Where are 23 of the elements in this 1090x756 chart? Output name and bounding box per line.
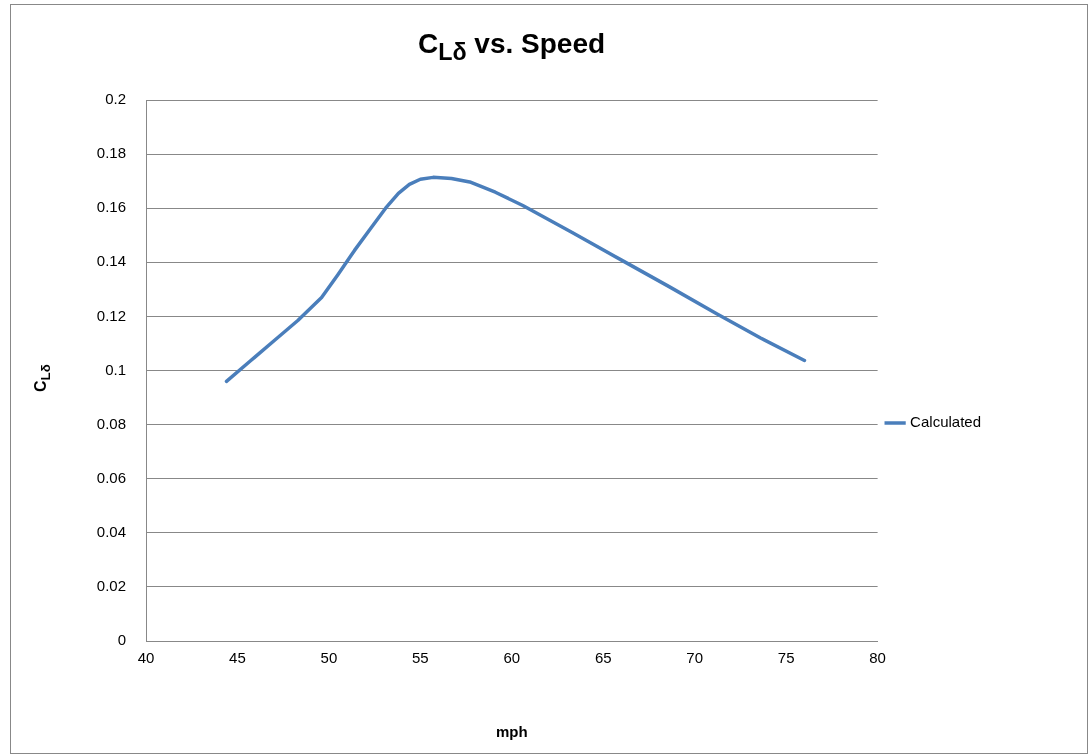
x-axis-title: mph: [495, 723, 528, 741]
x-tick-label: 55: [412, 649, 429, 667]
y-tick-label: 0.14: [96, 252, 126, 270]
x-tick-label: 80: [869, 649, 886, 667]
y-tick-label: 0.16: [96, 198, 126, 216]
x-tick-label: 65: [594, 649, 612, 667]
x-tick-label: 75: [777, 649, 795, 667]
x-tick-label: 50: [320, 649, 338, 667]
y-tick-label: 0.12: [96, 306, 126, 324]
y-tick-label: 0.06: [96, 468, 126, 486]
y-tick-label: 0: [117, 631, 126, 649]
chart-title: C$_{L}$$_{δ}$ vs. Speed: [416, 28, 607, 66]
x-tick-label: 60: [503, 649, 521, 667]
x-tick-label: 40: [137, 649, 155, 667]
x-tick-label: 70: [686, 649, 704, 667]
y-tick-label: 0.04: [96, 522, 126, 540]
y-tick-label: 0.2: [105, 90, 126, 108]
y-tick-label: 0.08: [96, 414, 126, 432]
x-tick-label: 45: [229, 649, 246, 667]
y-tick-label: 0.02: [96, 577, 126, 595]
legend-label: Calculated: [910, 413, 982, 431]
y-tick-label: 0.1: [105, 360, 126, 378]
y-tick-label: 0.18: [96, 144, 126, 162]
